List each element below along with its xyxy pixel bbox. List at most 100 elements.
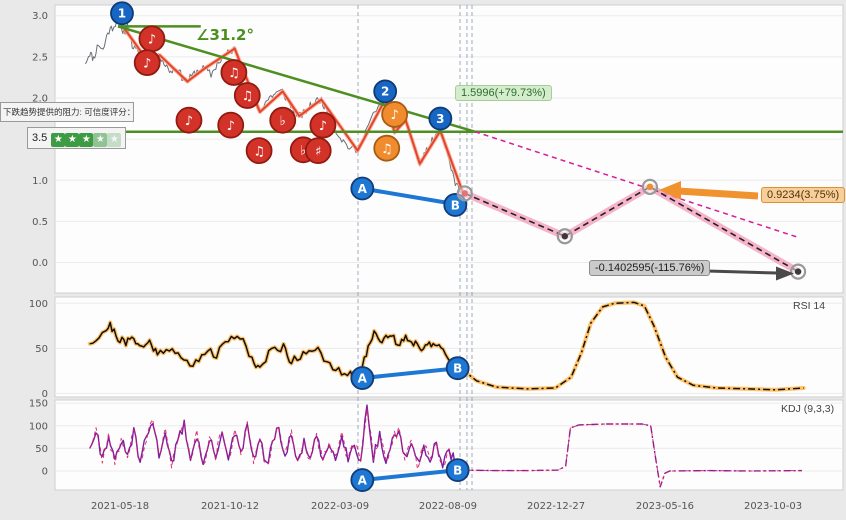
pivot-ring-marker[interactable]	[789, 263, 807, 280]
confidence-rating-value: 3.5	[32, 132, 48, 144]
ab-point-marker[interactable]: A	[350, 176, 375, 201]
marker-label: 2	[381, 85, 389, 99]
trend-angle-label: ∠31.2°	[196, 26, 254, 44]
wave-number-marker[interactable]: 2	[373, 79, 398, 104]
ab-point-marker[interactable]: A	[350, 468, 375, 492]
mid-price-label: 0.9234(3.75%)	[761, 187, 846, 203]
rating-icons: ★ ★ ★ ★ ★	[51, 129, 122, 147]
ab-point-marker[interactable]: A	[350, 366, 375, 390]
x-tick-label: 2022-08-09	[419, 501, 477, 512]
rating-star-icon[interactable]: ★	[51, 133, 66, 147]
kdj-series: AB	[89, 404, 803, 492]
pivot-zigzag	[117, 19, 465, 194]
y-tick-label: 50	[35, 344, 48, 355]
pivot-ring-marker[interactable]	[641, 178, 659, 195]
downtrend-line	[117, 25, 476, 133]
y-tick-label: 0	[42, 467, 48, 478]
x-tick-label: 2022-12-27	[527, 501, 585, 512]
note-marker[interactable]: ♪	[175, 106, 203, 134]
marker-label: 3	[436, 112, 444, 126]
y-tick-label: 100	[29, 299, 48, 310]
target-price-label: 1.5996(+79.73%)	[455, 85, 552, 101]
kdj-k-twin	[89, 408, 463, 470]
rsi-panel	[54, 296, 844, 398]
marker-label: ♫	[381, 142, 393, 157]
y-tick-label: 0	[42, 389, 48, 400]
marker-label: ♫	[241, 89, 253, 104]
note-marker-orange[interactable]: ♪	[381, 101, 409, 128]
note-marker[interactable]: ♫	[245, 137, 273, 165]
marker-label: B	[451, 198, 460, 212]
rsi-panel-label: RSI 14	[793, 300, 826, 312]
pivot-ring-marker[interactable]	[456, 185, 473, 202]
y-tick-label: 2.0	[32, 93, 48, 104]
marker-label: ♭	[280, 114, 286, 129]
ab-point-marker[interactable]: B	[445, 356, 470, 381]
projection-magenta	[474, 130, 800, 239]
marker-label: B	[453, 463, 462, 477]
rating-star-icon[interactable]: ★	[65, 133, 80, 147]
ab-line	[362, 366, 458, 381]
marker-label: A	[358, 473, 368, 487]
marker-label: ♪	[185, 114, 193, 129]
note-marker[interactable]: ♪	[217, 111, 245, 139]
marker-label: ♭	[300, 144, 306, 159]
y-tick-label: 50	[35, 444, 48, 455]
marker-label: ♫	[253, 144, 265, 159]
marker-label: A	[358, 371, 368, 385]
note-marker[interactable]: ♫	[233, 82, 261, 109]
rsi-projection	[461, 301, 804, 391]
y-tick-label: 150	[29, 399, 48, 410]
note-marker[interactable]: ♭	[269, 106, 297, 134]
kdj-projection-twin	[461, 423, 803, 488]
marker-label: ♪	[319, 119, 327, 134]
note-marker-orange[interactable]: ♫	[373, 134, 401, 162]
resistance-tooltip-text: 下跌趋势提供的阻力: 可信度评分：3.5	[3, 107, 134, 117]
marker-label: ♫	[228, 66, 240, 81]
note-marker[interactable]: ♯	[304, 137, 332, 165]
price-arrows	[659, 181, 794, 281]
marker-label: ♪	[227, 119, 235, 134]
wave-number-marker[interactable]: 3	[428, 106, 453, 131]
projection-black	[464, 186, 799, 273]
rsi-line	[89, 321, 463, 385]
confidence-rating-widget: 3.5 ★ ★ ★ ★ ★	[27, 127, 127, 149]
y-tick-label: 100	[29, 421, 48, 432]
wave-number-marker[interactable]: 1	[110, 1, 134, 26]
marker-label: A	[358, 182, 368, 196]
rating-star-icon[interactable]: ★	[93, 133, 108, 147]
kdj-panel-label: KDJ (9,3,3)	[781, 403, 835, 415]
ab-point-marker[interactable]: B	[445, 458, 470, 483]
ab-line	[361, 186, 456, 207]
marker-label: B	[453, 361, 462, 375]
note-marker[interactable]: ♪	[133, 49, 161, 76]
low-arrow-shaft	[706, 269, 778, 275]
note-marker[interactable]: ♫	[220, 59, 248, 86]
rsi-series: AB	[87, 300, 806, 392]
mid-arrow	[659, 181, 681, 200]
marker-label: ♯	[315, 144, 321, 159]
note-marker[interactable]: ♪	[309, 111, 337, 139]
x-tick-label: 2021-05-18	[91, 501, 149, 512]
marker-label: ♪	[390, 108, 398, 123]
marker-label: ♪	[143, 56, 151, 71]
y-tick-label: 0.0	[32, 258, 48, 269]
pivot-ring-marker[interactable]	[556, 228, 573, 245]
panel-backgrounds	[54, 4, 844, 491]
y-tick-label: 0.5	[32, 217, 48, 228]
x-tick-label: 2022-03-09	[311, 501, 369, 512]
y-tick-label: 1.0	[32, 176, 48, 187]
low-price-label: -0.1402595(-115.76%)	[589, 260, 711, 276]
x-tick-label: 2023-10-03	[744, 501, 802, 512]
rating-star-icon[interactable]: ★	[79, 133, 94, 147]
ab-line	[362, 468, 458, 483]
note-marker[interactable]: ♪	[138, 25, 166, 53]
y-tick-label: 3.0	[32, 11, 48, 22]
low-arrow	[776, 266, 794, 281]
mid-arrow-shaft	[677, 187, 759, 200]
rating-star-icon[interactable]: ★	[107, 133, 122, 147]
x-tick-label: 2023-05-16	[636, 501, 694, 512]
